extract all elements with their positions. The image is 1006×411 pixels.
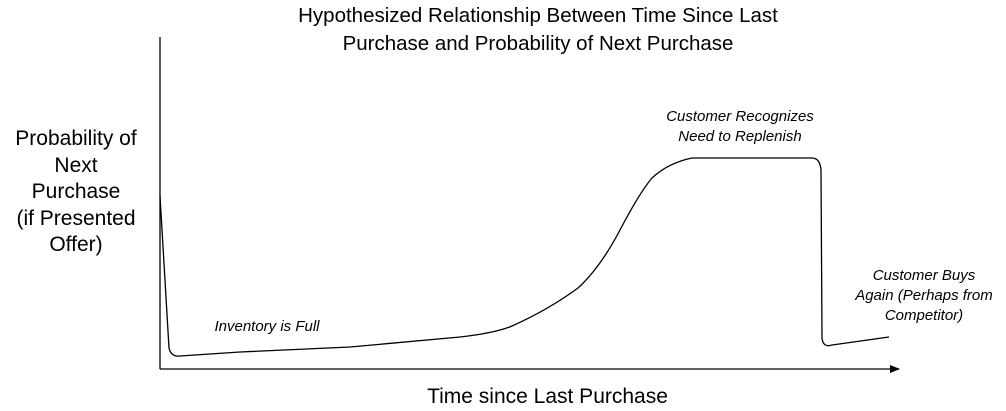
y-axis-label: Probability of Next Purchase (if Present… [0,126,152,259]
y-axis-label-line-2: Next [54,153,98,177]
annotation-recognizes-line-2: Need to Replenish [678,128,802,145]
annotation-buys-again-line-2: Again (Perhaps from [855,287,993,304]
y-axis-label-line-4: (if Presented [16,206,136,230]
annotation-buys-again-line-3: Competitor) [884,307,964,324]
title-line-2: Purchase and Probability of Next Purchas… [342,32,734,55]
annotation-recognizes-line-1: Customer Recognizes [666,108,814,125]
y-axis-label-line-3: Purchase [31,180,121,203]
y-axis-label-line-5: Offer) [49,233,103,256]
title-line-1: Hypothesized Relationship Between Time S… [298,4,778,27]
diagram-title: Hypothesized Relationship Between Time S… [188,2,888,58]
annotation-buys-again: Customer Buys Again (Perhaps from Compet… [845,266,1003,326]
x-axis-label: Time since Last Purchase [427,385,668,408]
annotation-buys-again-line-1: Customer Buys [872,267,976,284]
annotation-inventory-full: Inventory is Full [214,318,320,335]
probability-curve [159,157,890,357]
annotation-recognizes-need: Customer Recognizes Need to Replenish [630,107,850,147]
y-axis-label-line-1: Probability of [15,127,137,150]
